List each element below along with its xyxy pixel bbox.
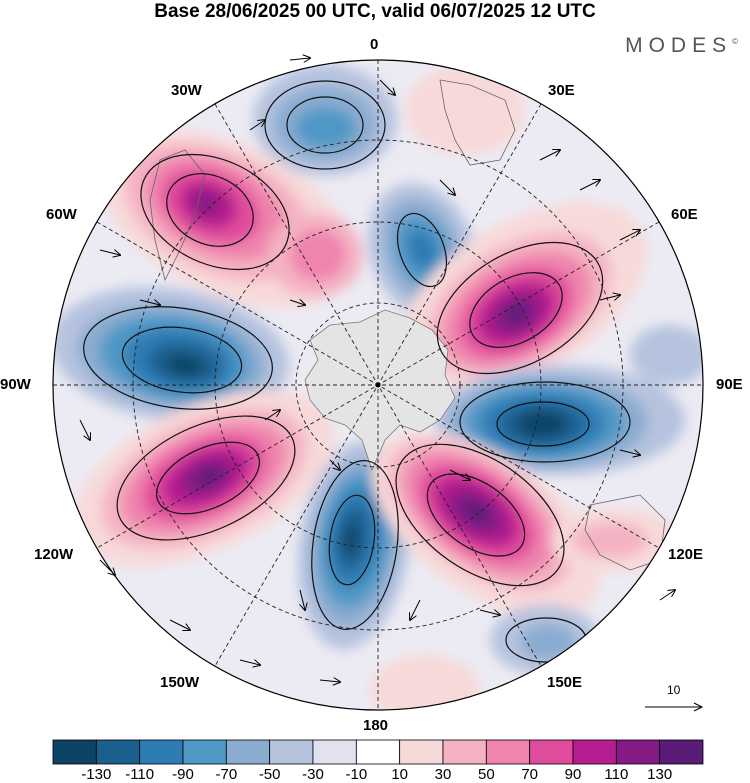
colorbar-cell	[355, 739, 401, 765]
colorbar-tick-label: 70	[521, 766, 538, 783]
colorbar-tick-label: -90	[172, 766, 194, 783]
colorbar-cell	[615, 739, 661, 765]
colorbar-cell	[572, 739, 617, 765]
lon-label-60e: 60E	[671, 206, 698, 223]
brand-name: MODES	[625, 34, 733, 57]
lon-label-0: 0	[370, 36, 379, 53]
brand-mark: ©	[732, 37, 738, 46]
colorbar-tick-label: -70	[215, 766, 238, 783]
colorbar-cell	[52, 739, 97, 765]
south-america-coast	[149, 149, 206, 282]
lon-label-30w: 30W	[171, 82, 202, 99]
chart-title: Base 28/06/2025 00 UTC, valid 06/07/2025…	[154, 1, 596, 22]
colorbar-cell	[225, 739, 271, 765]
colorbar-cell	[399, 739, 444, 765]
colorbar-cell	[529, 739, 574, 765]
colorbar-tick-label: -130	[81, 766, 112, 783]
colorbar-tick-label: 50	[477, 766, 495, 783]
lon-label-30e: 30E	[548, 82, 575, 99]
anomaly-low-east	[435, 365, 685, 475]
antarctica-landmass	[304, 309, 456, 472]
colorbar-tick-label: -30	[302, 766, 324, 783]
colorbar	[52, 739, 704, 765]
colorbar-cell	[312, 739, 357, 765]
colorbar-cell	[95, 739, 141, 765]
lon-label-180: 180	[363, 717, 389, 734]
colorbar-tick-label: -10	[345, 766, 368, 783]
anomaly-low-east-edge	[630, 325, 703, 385]
colorbar-cell	[659, 739, 704, 765]
anomaly-high-se-tail	[550, 508, 680, 572]
colorbar-cell	[139, 739, 184, 765]
anomaly-high-sw	[73, 390, 335, 567]
lon-label-90e: 90E	[716, 376, 743, 393]
colorbar-tick-label: 110	[604, 766, 629, 783]
anomaly-high-ne-weak	[405, 65, 525, 155]
colorbar-cell	[485, 739, 531, 765]
reference-vector-label: 10	[667, 683, 681, 697]
lon-label-150e: 150E	[547, 674, 583, 691]
colorbar-tick-label: -110	[125, 766, 155, 783]
lon-label-120w: 120W	[34, 546, 74, 563]
colorbar-cell	[269, 739, 314, 765]
colorbar-tick-label: 30	[434, 766, 452, 783]
africa-coast	[439, 79, 516, 166]
australia-coast	[584, 494, 666, 571]
lon-label-120e: 120E	[668, 546, 704, 563]
colorbar-tick-label: 10	[391, 766, 408, 783]
colorbar-cell	[182, 739, 227, 765]
map-boundary	[52, 59, 704, 711]
anomaly-high-south-weak	[370, 655, 480, 710]
reference-vector-arrow	[645, 702, 704, 712]
lon-label-60w: 60W	[46, 206, 77, 223]
new-zealand-coast	[599, 619, 626, 661]
brand-logo: MODES©	[625, 34, 738, 58]
anomaly-high-nw-secondary	[267, 213, 363, 297]
lon-label-90w: 90W	[0, 376, 31, 393]
colorbar-cell	[442, 739, 487, 765]
colorbar-tick-label: 130	[647, 766, 673, 783]
wind-vectors	[79, 58, 675, 682]
streamline-contours	[83, 80, 631, 663]
lon-label-150w: 150W	[160, 674, 200, 691]
anomaly-high-se	[371, 431, 599, 618]
anomaly-low-west	[53, 286, 290, 422]
colorbar-tick-label: 90	[564, 766, 582, 783]
polar-map	[52, 0, 704, 711]
colorbar-tick-label: -50	[258, 766, 281, 783]
